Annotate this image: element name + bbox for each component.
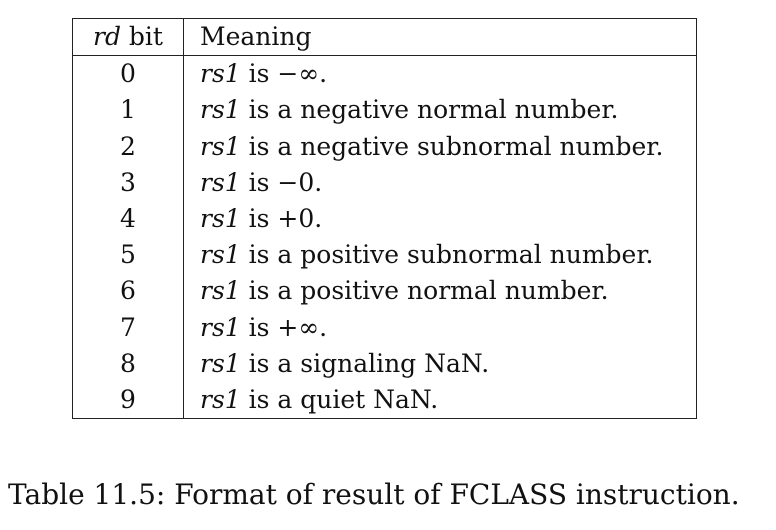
table-row: 6 rs1 is a positive normal number. bbox=[72, 273, 697, 310]
table-row: 4 rs1 is +0. bbox=[72, 201, 697, 238]
header-bit-label: bit bbox=[120, 22, 163, 51]
bit-cell: 8 bbox=[72, 345, 184, 383]
table-row: 9 rs1 is a quiet NaN. bbox=[72, 382, 697, 419]
header-meaning: Meaning bbox=[183, 18, 697, 57]
header-rd-italic: rd bbox=[93, 22, 121, 51]
rs1-label: rs1 bbox=[200, 131, 241, 161]
bit-cell: 3 bbox=[72, 164, 184, 202]
rs1-label: rs1 bbox=[200, 95, 241, 125]
table-row: 7 rs1 is +∞. bbox=[72, 309, 697, 346]
meaning-cell: rs1 is a positive normal number. bbox=[184, 273, 697, 309]
meaning-text: is +∞. bbox=[240, 312, 328, 342]
table-row: 1 rs1 is a negative normal number. bbox=[72, 92, 697, 129]
meaning-text: is a negative subnormal number. bbox=[240, 131, 664, 161]
rs1-label: rs1 bbox=[200, 204, 241, 234]
bit-cell: 0 bbox=[72, 55, 184, 93]
rs1-label: rs1 bbox=[200, 240, 241, 270]
meaning-cell: rs1 is a negative normal number. bbox=[184, 92, 697, 128]
bit-cell: 1 bbox=[72, 92, 184, 129]
meaning-cell: rs1 is a signaling NaN. bbox=[184, 346, 697, 382]
rs1-label: rs1 bbox=[200, 385, 241, 415]
meaning-cell: rs1 is a negative subnormal number. bbox=[184, 129, 697, 165]
header-rd-bit: rd bit bbox=[72, 18, 184, 57]
table-row: 2 rs1 is a negative subnormal number. bbox=[72, 128, 697, 165]
meaning-cell: rs1 is a positive subnormal number. bbox=[184, 237, 697, 273]
table-row: 0 rs1 is −∞. bbox=[72, 55, 697, 93]
meaning-cell: rs1 is −0. bbox=[184, 165, 697, 201]
rs1-label: rs1 bbox=[200, 312, 241, 342]
meaning-text: is a negative normal number. bbox=[240, 95, 619, 125]
meaning-text: is a positive subnormal number. bbox=[240, 240, 654, 270]
table-head: rd bit Meaning bbox=[72, 18, 697, 57]
bit-cell: 5 bbox=[72, 237, 184, 274]
meaning-cell: rs1 is a quiet NaN. bbox=[184, 382, 697, 419]
table-caption: Table 11.5: Format of result of FCLASS i… bbox=[8, 478, 740, 511]
meaning-cell: rs1 is +∞. bbox=[184, 310, 697, 346]
bit-cell: 9 bbox=[72, 382, 184, 419]
bit-cell: 6 bbox=[72, 273, 184, 310]
meaning-text: is a positive normal number. bbox=[240, 276, 609, 306]
rs1-label: rs1 bbox=[200, 59, 241, 89]
header-row: rd bit Meaning bbox=[72, 18, 697, 57]
rs1-label: rs1 bbox=[200, 167, 241, 197]
meaning-text: is +0. bbox=[240, 204, 323, 234]
bit-cell: 7 bbox=[72, 309, 184, 346]
fclass-result-table: rd bit Meaning 0 rs1 is −∞. 1 rs1 is a neg… bbox=[72, 18, 697, 420]
table-row: 5 rs1 is a positive subnormal number. bbox=[72, 237, 697, 274]
meaning-text: is a quiet NaN. bbox=[240, 385, 439, 415]
bit-cell: 2 bbox=[72, 128, 184, 165]
bit-cell: 4 bbox=[72, 201, 184, 238]
rs1-label: rs1 bbox=[200, 276, 241, 306]
meaning-cell: rs1 is +0. bbox=[184, 201, 697, 237]
table-row: 3 rs1 is −0. bbox=[72, 164, 697, 202]
meaning-cell: rs1 is −∞. bbox=[184, 56, 697, 93]
meaning-text: is −0. bbox=[240, 167, 323, 197]
table-body: 0 rs1 is −∞. 1 rs1 is a negative normal nu… bbox=[72, 55, 697, 419]
table-row: 8 rs1 is a signaling NaN. bbox=[72, 345, 697, 383]
meaning-text: is a signaling NaN. bbox=[240, 348, 490, 378]
meaning-text: is −∞. bbox=[240, 59, 328, 89]
rs1-label: rs1 bbox=[200, 348, 241, 378]
